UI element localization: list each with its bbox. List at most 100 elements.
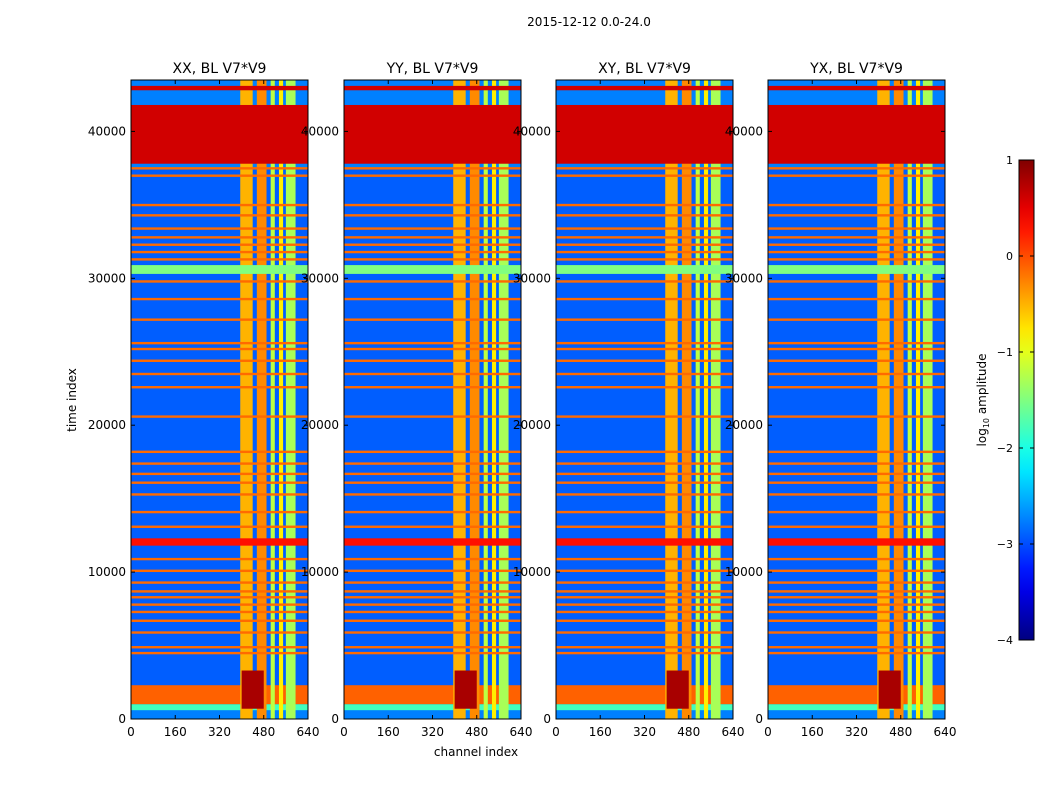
y-tick-label: 20000	[301, 418, 339, 432]
heatmap-flag-row	[556, 581, 733, 584]
x-tick-label: 320	[208, 725, 231, 739]
heatmap-bright-channel	[483, 80, 488, 719]
heatmap-flag-row	[344, 258, 521, 261]
heatmap-flag-row	[131, 646, 308, 649]
x-tick-label: 320	[633, 725, 656, 739]
heatmap-flag-row	[131, 359, 308, 362]
heatmap-flag-row	[131, 250, 308, 254]
heatmap-bright-channel	[469, 80, 480, 719]
heatmap-masked-block	[768, 538, 945, 546]
heatmap-flag-row	[556, 596, 733, 599]
heatmap-bright-channel	[285, 80, 296, 719]
panel-title: YX, BL V7*V9	[809, 61, 903, 77]
colorbar-tick-label: −2	[997, 442, 1013, 455]
heatmap-flag-row	[344, 372, 521, 376]
heatmap-flag-row	[131, 372, 308, 376]
heatmap-masked-block	[344, 265, 521, 274]
panel-title: XY, BL V7*V9	[598, 61, 691, 77]
heatmap-flag-row	[768, 651, 945, 655]
heatmap-flag-row	[556, 318, 733, 321]
heatmap-rfi-band	[344, 704, 521, 711]
heatmap-masked-block	[556, 85, 733, 91]
heatmap-flag-row	[768, 318, 945, 321]
heatmap-flag-row	[556, 214, 733, 217]
heatmap-flag-row	[344, 557, 521, 561]
heatmap-flag-row	[556, 359, 733, 362]
heatmap-masked-block	[344, 104, 521, 164]
x-tick-label: 480	[677, 725, 700, 739]
colorbar-tick-label: −1	[997, 346, 1013, 359]
heatmap-bright-channel	[498, 80, 509, 719]
y-tick-label: 0	[118, 712, 126, 726]
heatmap-masked-block	[556, 104, 733, 164]
heatmap-flag-row	[556, 243, 733, 246]
heatmap-flag-row	[556, 372, 733, 376]
heatmap-flag-row	[556, 557, 733, 561]
heatmap-flag-row	[556, 258, 733, 261]
heatmap-flag-row	[768, 280, 945, 283]
x-tick-label: 320	[845, 725, 868, 739]
y-tick-label: 10000	[301, 565, 339, 579]
heatmap-flag-row	[131, 318, 308, 321]
colorbar-label: log10 amplitude	[975, 354, 991, 447]
heatmap-flag-row	[556, 386, 733, 389]
heatmap-rfi-band	[556, 704, 733, 711]
heatmap-masked-block	[131, 265, 308, 274]
heatmap-bright-channel	[915, 80, 921, 719]
heatmap-flag-row	[768, 258, 945, 261]
heatmap-flag-row	[556, 341, 733, 345]
heatmap-flag-row	[556, 569, 733, 573]
heatmap-flag-row	[131, 590, 308, 593]
heatmap-flag-row	[131, 557, 308, 561]
heatmap-flag-row	[344, 603, 521, 606]
heatmap-masked-block	[556, 265, 733, 274]
heatmap-flag-row	[556, 347, 733, 351]
heatmap-flag-row	[344, 214, 521, 217]
y-tick-label: 0	[331, 712, 339, 726]
heatmap-flag-row	[768, 557, 945, 561]
heatmap-flag-row	[768, 472, 945, 476]
heatmap-flag-row	[131, 243, 308, 246]
heatmap-flag-row	[131, 596, 308, 599]
heatmap-flag-row	[131, 472, 308, 476]
heatmap-flag-row	[344, 510, 521, 514]
x-tick-label: 0	[340, 725, 348, 739]
heatmap-bright-channel	[491, 80, 497, 719]
heatmap-flag-row	[131, 236, 308, 239]
heatmap-flag-row	[344, 481, 521, 484]
heatmap-flag-row	[556, 297, 733, 301]
heatmap-flag-row	[768, 359, 945, 362]
heatmap-flag-row	[768, 250, 945, 254]
heatmap-panel: XY, BL V7*V9 0 160 320 480 640 0 10000 20000 3000…	[513, 61, 745, 739]
heatmap-flag-row	[344, 462, 521, 465]
heatmap-flag-row	[768, 372, 945, 376]
heatmap-flag-row	[131, 450, 308, 454]
heatmap-flag-row	[344, 297, 521, 301]
y-tick-label: 40000	[725, 124, 763, 138]
heatmap-flag-row	[344, 359, 521, 362]
x-tick-label: 0	[127, 725, 135, 739]
heatmap-flag-row	[556, 603, 733, 606]
heatmap-bright-channel	[681, 80, 692, 719]
x-tick-label: 320	[421, 725, 444, 739]
heatmap-flag-row	[768, 297, 945, 301]
heatmap-masked-block	[556, 538, 733, 546]
heatmap-flag-row	[556, 450, 733, 454]
heatmap-flag-row	[768, 569, 945, 573]
y-tick-label: 20000	[88, 418, 126, 432]
heatmap-bright-channel	[703, 80, 709, 719]
heatmap-hot-spot	[241, 670, 264, 709]
heatmap-flag-row	[768, 167, 945, 170]
heatmap-flag-row	[768, 341, 945, 345]
heatmap-bright-channel	[922, 80, 933, 719]
panel-title: YY, BL V7*V9	[386, 61, 479, 77]
heatmap-bright-channel	[278, 80, 284, 719]
heatmap-flag-row	[131, 415, 308, 418]
colorbar: 1 0 −1 −2 −3 −4 log10 amplitude	[975, 154, 1035, 647]
heatmap-flag-row	[768, 462, 945, 465]
heatmap-flag-row	[344, 631, 521, 634]
y-tick-label: 30000	[513, 271, 551, 285]
heatmap-flag-row	[768, 631, 945, 634]
heatmap-flag-row	[768, 415, 945, 418]
heatmap-flag-row	[768, 386, 945, 389]
